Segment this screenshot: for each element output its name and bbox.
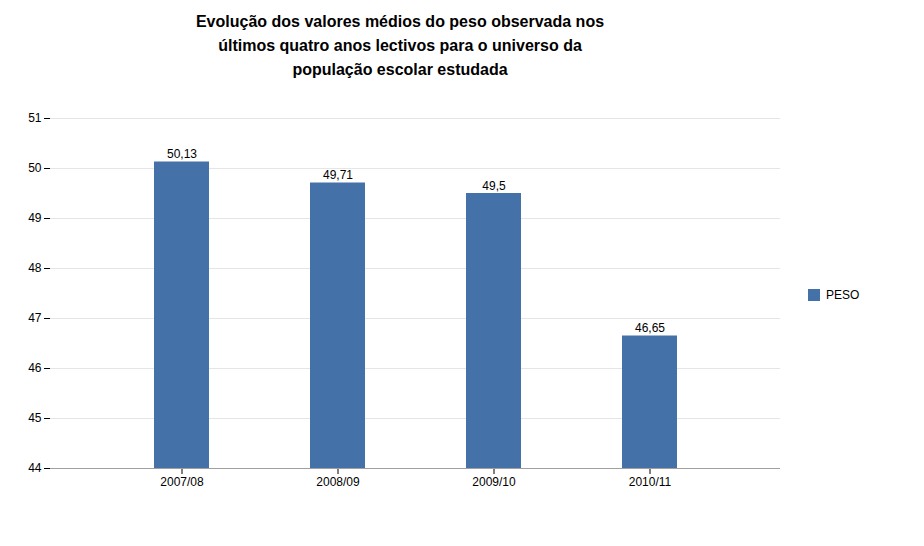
svg-text:2009/10: 2009/10 [472, 475, 516, 489]
svg-text:48: 48 [28, 261, 42, 275]
svg-text:49: 49 [28, 211, 42, 225]
svg-text:50,13: 50,13 [167, 147, 197, 161]
svg-text:49,5: 49,5 [482, 179, 506, 193]
html-text:Evolução dos valores médios do: Evolução dos valores médios do peso obse… [195, 13, 605, 78]
svg-text:50: 50 [28, 161, 42, 175]
svg-text:46: 46 [28, 361, 42, 375]
svg-text:45: 45 [28, 411, 42, 425]
svg-text:44: 44 [28, 461, 42, 475]
svg-text:2010/11: 2010/11 [629, 475, 672, 489]
svg-text:51: 51 [28, 111, 42, 125]
svg-text:49,71: 49,71 [323, 168, 353, 182]
svg-text:47: 47 [28, 311, 42, 325]
svg-text:2008/09: 2008/09 [316, 475, 360, 489]
svg-text:2007/08: 2007/08 [160, 475, 204, 489]
html-text:PESO: PESO [826, 288, 860, 302]
svg-text:46,65: 46,65 [635, 321, 665, 335]
